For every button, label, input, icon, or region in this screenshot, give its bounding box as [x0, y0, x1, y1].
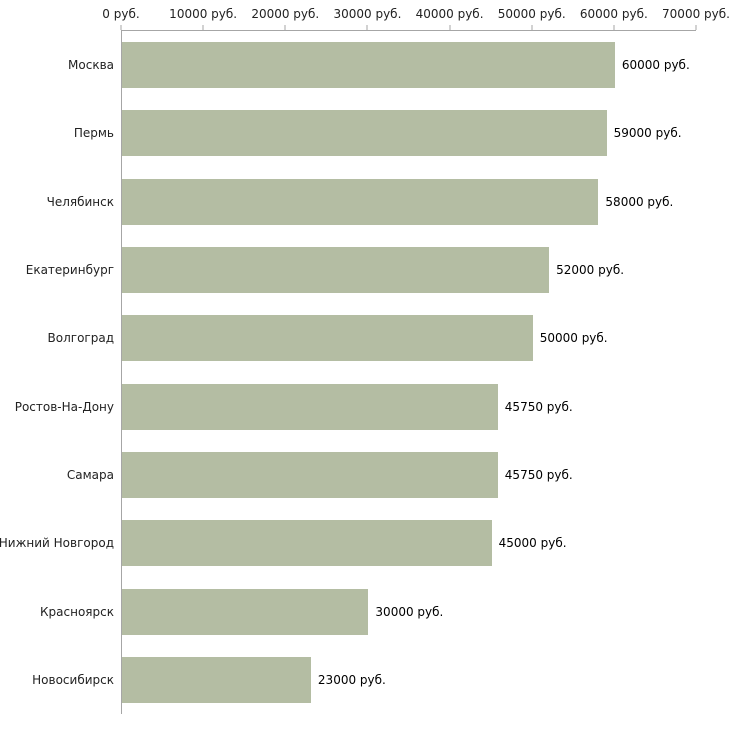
- bar-row: 50000 руб.: [122, 304, 697, 372]
- x-tick-label: 70000 руб.: [662, 7, 730, 21]
- x-axis-line: [121, 30, 696, 31]
- x-tick-label: 50000 руб.: [497, 7, 566, 21]
- x-tick-mark: [695, 25, 697, 30]
- x-axis-ticks: 0 руб. 10000 руб. 20000 руб. 30000 руб. 4000…: [102, 0, 730, 30]
- value-label: 45000 руб.: [498, 536, 567, 551]
- bar-row: 60000 руб.: [122, 31, 697, 99]
- x-tick-label: 0 руб.: [102, 7, 140, 21]
- x-tick-label: 10000 руб.: [169, 7, 238, 21]
- bar: [122, 383, 498, 430]
- bar: [122, 656, 311, 703]
- x-tick-mark: [202, 25, 204, 30]
- x-tick-label: 30000 руб.: [333, 7, 402, 21]
- bar: [122, 520, 492, 567]
- value-label: 60000 руб.: [621, 58, 690, 73]
- category-label: Пермь: [73, 126, 114, 141]
- category-label: Волгоград: [47, 331, 114, 346]
- value-label: 50000 руб.: [539, 331, 608, 346]
- x-tick-label: 20000 руб.: [251, 7, 320, 21]
- value-label: 59000 руб.: [613, 126, 682, 141]
- x-tick-label: 60000 руб.: [579, 7, 648, 21]
- bar-row: 58000 руб.: [122, 168, 697, 236]
- bar: [122, 42, 615, 89]
- category-label: Самара: [66, 467, 114, 482]
- category-label: Новосибирск: [32, 672, 114, 687]
- value-label: 45750 руб.: [504, 467, 573, 482]
- bar: [122, 315, 533, 362]
- plot-area: 60000 руб. 59000 руб. 58000 руб. 52000 руб.…: [122, 31, 697, 714]
- category-label: Екатеринбург: [25, 263, 114, 278]
- category-label: Москва: [68, 58, 114, 73]
- bar-row: 30000 руб.: [122, 577, 697, 645]
- y-axis-line: [121, 30, 122, 714]
- x-tick-mark: [449, 25, 451, 30]
- value-label: 45750 руб.: [504, 399, 573, 414]
- x-tick-mark: [366, 25, 368, 30]
- value-label: 30000 руб.: [375, 604, 444, 619]
- bar-row: 45750 руб.: [122, 441, 697, 509]
- bar: [122, 110, 607, 157]
- x-tick-mark: [613, 25, 615, 30]
- x-tick-mark: [531, 25, 533, 30]
- bar-row: 59000 руб.: [122, 99, 697, 167]
- bar-row: 45750 руб.: [122, 372, 697, 440]
- value-label: 52000 руб.: [556, 263, 625, 278]
- bar: [122, 178, 599, 225]
- bar: [122, 247, 550, 294]
- value-label: 23000 руб.: [317, 672, 386, 687]
- category-label: Красноярск: [40, 604, 114, 619]
- x-tick-mark: [284, 25, 286, 30]
- bar-row: 23000 руб.: [122, 646, 697, 714]
- bar: [122, 588, 369, 635]
- x-tick-mark: [120, 25, 122, 30]
- category-label: Челябинск: [46, 194, 114, 209]
- bar-row: 45000 руб.: [122, 509, 697, 577]
- category-labels: Москва Пермь Челябинск Екатеринбург Волгогра…: [0, 31, 117, 714]
- bar: [122, 451, 498, 498]
- x-tick-label: 40000 руб.: [415, 7, 484, 21]
- category-label: Ростов-На-Дону: [14, 399, 114, 414]
- category-label: Нижний Новгород: [0, 536, 114, 551]
- bar-row: 52000 руб.: [122, 236, 697, 304]
- value-label: 58000 руб.: [605, 194, 674, 209]
